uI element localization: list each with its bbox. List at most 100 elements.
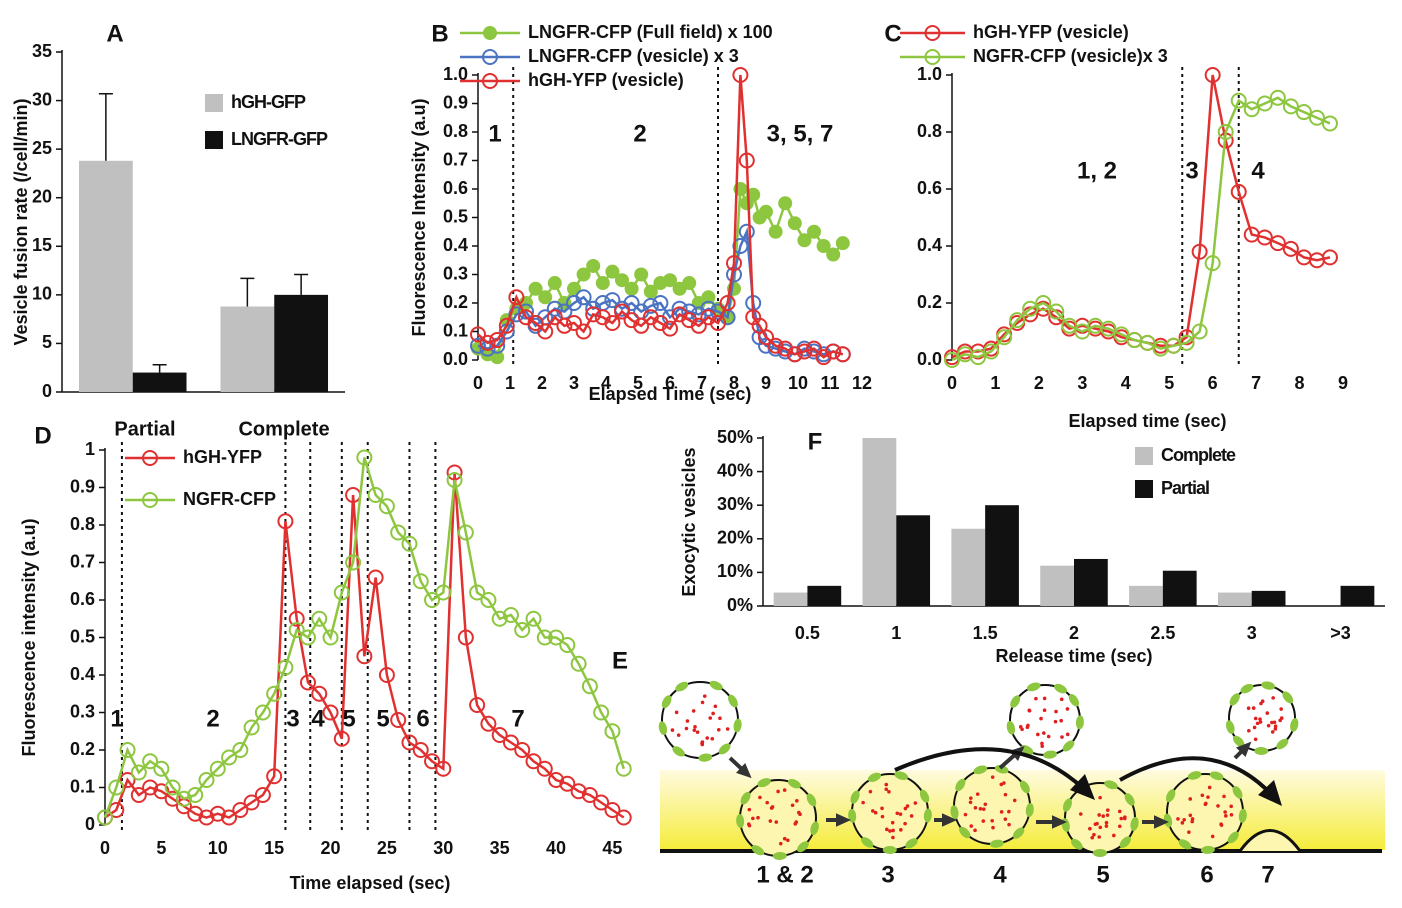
data-point [719,295,736,311]
data-point [97,809,113,826]
bar [132,372,187,392]
data-point [710,314,726,331]
x-tick-label: 10 [788,373,808,393]
data-point [498,317,515,334]
x-tick-label: 1.5 [973,623,998,643]
x-tick-label: 6 [665,373,675,393]
y-tick-label: 20 [32,186,52,206]
data-point [1178,334,1195,351]
x-tick-label: 0 [100,838,110,858]
data-point [525,610,542,627]
x-tick-label: 10 [208,838,228,858]
membrane-protein [1043,750,1058,759]
membrane-protein [919,789,930,803]
data-point [538,290,553,305]
x-tick-label: 45 [602,838,622,858]
cargo [890,820,895,825]
data-point [1269,89,1286,106]
data-point [1022,300,1039,317]
membrane-protein [1124,793,1135,806]
data-point [311,685,328,702]
annotation: 3, 5, 7 [767,120,834,147]
cargo [1097,835,1101,839]
cargo [963,812,968,817]
transition-arrow [894,747,1087,792]
cargo [768,819,773,823]
data-point [537,323,554,340]
data-point [130,787,147,803]
data-point [345,554,362,571]
data-point [835,236,850,251]
membrane-protein [1229,693,1240,706]
y-tick-label: 1.0 [917,64,942,84]
legend-label: Partial [1161,478,1209,498]
cargo [905,804,910,808]
data-point [738,223,755,240]
membrane-protein [733,718,742,733]
data-point [266,768,283,785]
data-point [786,346,803,363]
data-point [663,273,677,288]
annotation: 1, 2 [1077,157,1117,184]
annotation: 3 [286,705,299,732]
legend-marker [483,26,497,40]
y-tick-label: 0.8 [917,121,942,141]
cargo [1003,817,1008,821]
series-line [951,74,1331,359]
data-point [1204,67,1221,83]
legend-marker [924,49,941,65]
data-point [367,569,384,586]
data-point [470,326,486,343]
x-tick-label: 9 [761,373,771,393]
panel-title: B [431,20,448,47]
cargo [1040,744,1045,749]
cargo [692,728,697,733]
cargo [1258,717,1262,721]
cargo [790,803,795,808]
cargo [765,800,769,805]
data-point [1217,124,1234,140]
data-point [1048,303,1065,320]
membrane-protein [1006,720,1016,735]
cargo [1251,706,1256,710]
cargo [1223,814,1228,818]
data-point [643,284,658,299]
data-point [758,329,774,346]
data-point [983,343,1000,360]
stage-label: 7 [1261,861,1274,888]
cargo [1093,822,1098,826]
error-bar [152,364,167,373]
cargo [711,711,715,716]
cargo [981,807,986,811]
data-point [424,592,441,608]
data-point [187,805,204,822]
data-point [299,674,316,691]
data-point [1204,255,1221,272]
y-tick-label: 30% [717,494,753,514]
cargo [1090,835,1095,840]
legend-label: LNGFR-CFP (vesicle) x 3 [528,46,739,66]
cargo [774,820,779,824]
y-tick-label: 0.9 [443,92,468,112]
cargo [975,792,980,796]
data-point [1243,101,1260,118]
x-tick-label: 30 [433,838,453,858]
data-point [142,779,159,796]
data-point [446,472,463,488]
cargo [884,782,889,787]
data-point [142,753,159,770]
data-point [826,247,841,262]
cargo [700,741,704,746]
y-tick-label: 50% [717,427,753,447]
x-tick-label: 2.5 [1150,623,1175,643]
membrane-protein [923,808,932,823]
membrane-protein [848,808,857,823]
cargo [981,819,986,823]
y-tick-label: 1 [85,439,95,459]
data-point [806,340,822,357]
data-point [816,239,831,253]
cargo [1190,817,1195,821]
data-point [153,760,170,777]
legend-label: LNGFR-CFP (Full field) x 100 [528,22,773,42]
cargo [1046,734,1051,739]
